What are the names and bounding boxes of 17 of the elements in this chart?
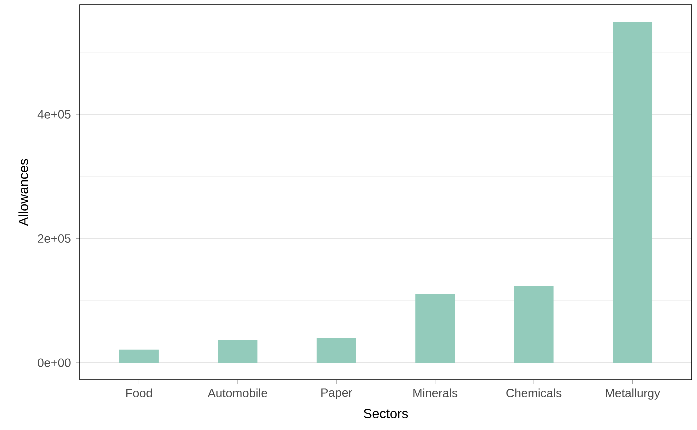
y-tick-label: 0e+00	[38, 358, 71, 368]
x-tick-label: Automobile	[208, 388, 268, 398]
bar	[416, 294, 456, 363]
x-tick-label: Food	[126, 388, 152, 398]
x-tick-label: Minerals	[414, 388, 458, 398]
bar	[119, 350, 159, 363]
bar	[514, 286, 554, 363]
y-tick-label: 2e+05	[38, 234, 71, 244]
bar	[316, 338, 356, 363]
x-tick-label: Paper	[322, 388, 352, 400]
bar	[613, 22, 653, 363]
bar	[218, 340, 258, 363]
x-tick-label: Chemicals	[506, 388, 562, 398]
y-tick-label: 4e+05	[38, 110, 71, 119]
x-axis-title: Sectors	[364, 409, 408, 418]
x-tick-label: Metallurgy	[606, 388, 660, 400]
y-axis-title: Allowances	[18, 159, 28, 226]
